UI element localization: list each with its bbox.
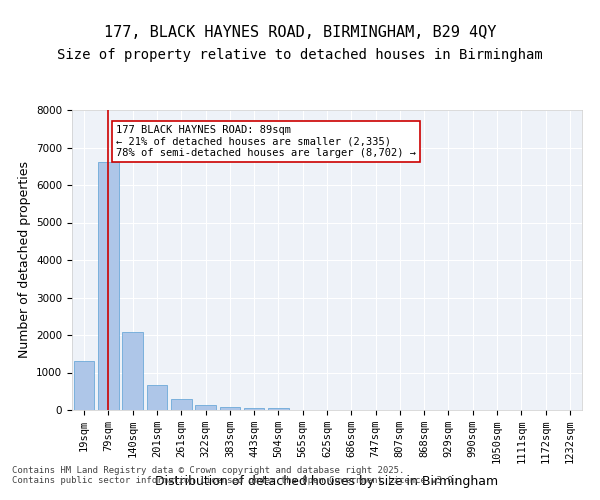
Bar — [122, 332, 143, 410]
X-axis label: Distribution of detached houses by size in Birmingham: Distribution of detached houses by size … — [155, 474, 499, 488]
Bar — [74, 360, 94, 410]
Bar — [98, 162, 119, 410]
Bar — [220, 407, 240, 410]
Bar — [195, 405, 216, 410]
Text: Size of property relative to detached houses in Birmingham: Size of property relative to detached ho… — [57, 48, 543, 62]
Bar — [244, 408, 265, 410]
Text: Contains HM Land Registry data © Crown copyright and database right 2025.
Contai: Contains HM Land Registry data © Crown c… — [12, 466, 458, 485]
Bar — [268, 408, 289, 410]
Bar — [171, 399, 191, 410]
Text: 177, BLACK HAYNES ROAD, BIRMINGHAM, B29 4QY: 177, BLACK HAYNES ROAD, BIRMINGHAM, B29 … — [104, 25, 496, 40]
Bar — [146, 384, 167, 410]
Y-axis label: Number of detached properties: Number of detached properties — [17, 162, 31, 358]
Text: 177 BLACK HAYNES ROAD: 89sqm
← 21% of detached houses are smaller (2,335)
78% of: 177 BLACK HAYNES ROAD: 89sqm ← 21% of de… — [116, 125, 416, 158]
